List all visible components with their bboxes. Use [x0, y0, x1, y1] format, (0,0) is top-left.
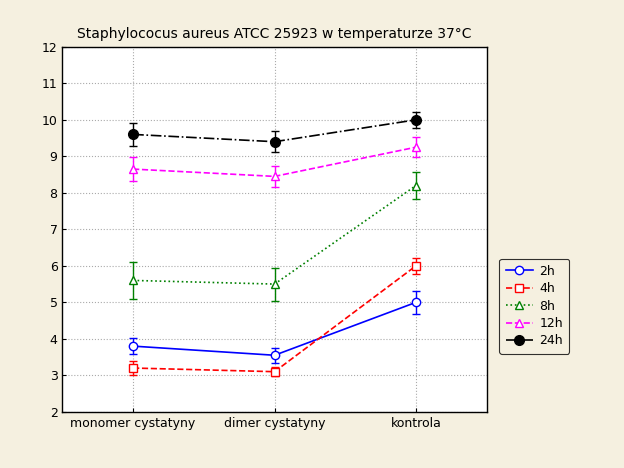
Title: Staphylococus aureus ATCC 25923 w temperaturze 37°C: Staphylococus aureus ATCC 25923 w temper… [77, 28, 472, 42]
Legend: 2h, 4h, 8h, 12h, 24h: 2h, 4h, 8h, 12h, 24h [499, 258, 569, 353]
